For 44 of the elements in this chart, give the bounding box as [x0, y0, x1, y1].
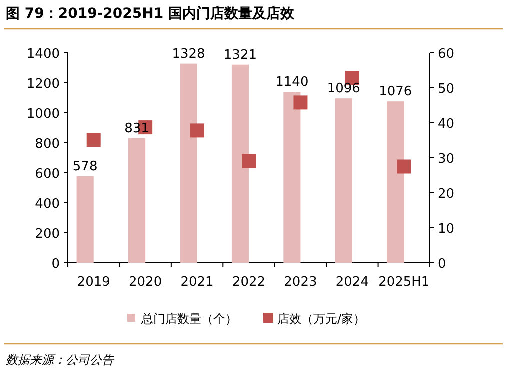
point — [397, 160, 412, 174]
point — [294, 96, 308, 110]
x-tick-label: 2024 — [336, 275, 369, 290]
source-note: 数据来源：公司公告 — [6, 353, 115, 367]
y2-tick-label: 50 — [438, 82, 455, 97]
y-tick-label: 600 — [35, 167, 60, 182]
bar — [232, 64, 249, 263]
data-label: 1076 — [379, 84, 412, 100]
y2-tick-label: 10 — [438, 222, 455, 237]
point — [190, 124, 204, 138]
data-label: 1140 — [276, 75, 309, 90]
x-tick-label: 2022 — [232, 275, 266, 290]
y-tick-label: 1000 — [26, 107, 60, 122]
y2-tick-label: 60 — [438, 47, 455, 62]
legend-label: 店效（万元/家） — [278, 312, 366, 326]
legend-label: 总门店数量（个） — [140, 312, 238, 326]
x-tick-label: 2023 — [284, 275, 318, 290]
x-tick-label: 2020 — [129, 275, 162, 290]
bar — [284, 92, 301, 263]
data-label: 1321 — [224, 48, 258, 63]
data-label: 1096 — [327, 82, 360, 97]
bar — [335, 98, 352, 263]
y2-tick-label: 20 — [438, 187, 455, 202]
point — [86, 133, 101, 148]
point — [242, 154, 256, 168]
y2-tick-label: 0 — [438, 257, 446, 272]
chart-title: 图 79：2019-2025H1 国内门店数量及店效 — [6, 5, 296, 22]
x-tick-label: 2021 — [180, 275, 214, 290]
y-tick-label: 1400 — [26, 47, 60, 62]
x-tick-label: 2019 — [77, 275, 110, 290]
y2-tick-label: 40 — [438, 117, 455, 132]
y-tick-label: 800 — [35, 137, 60, 152]
data-label: 578 — [72, 159, 98, 174]
y-tick-label: 400 — [35, 197, 60, 212]
bar — [387, 102, 404, 263]
y2-tick-label: 30 — [438, 152, 455, 167]
y-tick-label: 200 — [35, 227, 60, 242]
y-tick-label: 1200 — [26, 77, 60, 92]
data-label: 1328 — [172, 46, 206, 62]
bar — [180, 64, 198, 263]
bar — [76, 176, 94, 263]
y-tick-label: 0 — [52, 257, 60, 272]
bar — [128, 138, 146, 263]
x-tick-label: 2025H1 — [378, 275, 430, 290]
